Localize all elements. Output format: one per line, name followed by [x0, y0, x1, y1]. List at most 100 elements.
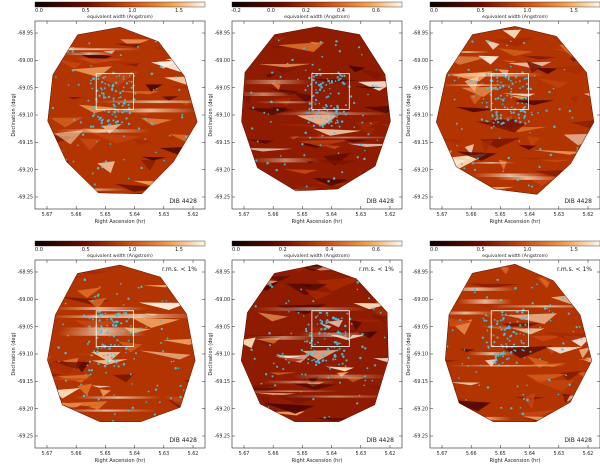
- colorbar: 0.0 0.2 0.4 0.6 equivalent width (Angstrom): [231, 240, 403, 259]
- y-tick-label: -69.25: [413, 195, 428, 201]
- colorbar-tick-label: 0.5: [82, 247, 90, 253]
- y-tick-label: -69.05: [18, 324, 33, 330]
- y-tick-label: -69.10: [215, 113, 230, 119]
- y-tick-label: -69.20: [215, 167, 230, 173]
- colorbar-tick-label: 1.5: [570, 247, 578, 253]
- dib-label: DIB 4428: [366, 437, 394, 444]
- colorbar-tick-label: 1.5: [570, 8, 578, 14]
- x-tick-label: 5.64: [524, 451, 535, 457]
- axes: 5.67 5.66 5.65 5.64 5.63 5.62 -68.95 -69.00 -69.…: [11, 260, 205, 464]
- x-tick-label: 5.63: [355, 451, 366, 457]
- colorbar-tick-label: 0.2: [302, 8, 310, 14]
- colorbar-title: equivalent width (Angstrom): [482, 14, 548, 20]
- extinction-map: [47, 265, 196, 422]
- x-tick-label: 5.63: [158, 212, 169, 218]
- x-tick-label: 5.64: [129, 212, 140, 218]
- y-tick-label: -69.00: [18, 297, 33, 303]
- colorbar: 0.0 0.5 1.0 1.5 equivalent width (Angstrom): [34, 1, 206, 20]
- x-tick-label: 5.65: [495, 451, 506, 457]
- x-tick-label: 5.65: [100, 451, 111, 457]
- y-tick-label: -69.15: [18, 140, 33, 146]
- colorbar-tick-label: 0.0: [35, 8, 43, 14]
- colorbar-tick-label: 1.0: [523, 8, 531, 14]
- extinction-map: [241, 264, 389, 422]
- rms-note: r.m.s. < 1%: [557, 266, 592, 273]
- colorbar: 0.0 0.5 1.0 1.5 equivalent width (Angstrom): [34, 240, 206, 259]
- y-tick-label: -69.00: [215, 58, 230, 64]
- axes: 5.67 5.66 5.65 5.64 5.63 5.62 -68.95 -69.00 -69.…: [406, 260, 600, 464]
- colorbar-gradient: [34, 240, 206, 247]
- y-tick-label: -68.95: [18, 31, 33, 37]
- y-tick-label: -69.20: [413, 167, 428, 173]
- x-tick-label: 5.67: [42, 212, 53, 218]
- panel-galactic-top: -0.2 0.0 0.2 0.4 0.6 equivalent width (Angstr…: [208, 1, 403, 225]
- y-axis-label: Declination (deg): [406, 93, 412, 136]
- x-tick-label: 5.64: [129, 451, 140, 457]
- dib-label: DIB 4428: [564, 198, 592, 205]
- y-axis-label: Declination (deg): [208, 93, 214, 136]
- colorbar: 0.0 0.5 1.0 1.5 equivalent width (Angstrom): [429, 1, 600, 20]
- rms-note: r.m.s. < 1%: [162, 266, 197, 273]
- colorbar: -0.2 0.0 0.2 0.4 0.6 equivalent width (Angstr…: [231, 1, 403, 20]
- colorbar-tick-label: 1.5: [175, 247, 183, 253]
- colorbar-tick-label: 0.6: [372, 8, 380, 14]
- panel-total-bottom: 0.0 0.5 1.0 1.5 equivalent width (Angstrom) 5…: [406, 240, 600, 464]
- y-tick-label: -69.25: [18, 434, 33, 440]
- star-markers: [446, 278, 583, 422]
- x-tick-label: 5.67: [42, 451, 53, 457]
- region-box: [311, 73, 350, 110]
- region-box: [490, 310, 530, 347]
- colorbar-title: equivalent width (Angstrom): [284, 253, 350, 259]
- dib-label: DIB 4428: [366, 198, 394, 205]
- x-tick-label: 5.63: [553, 451, 564, 457]
- y-tick-label: -68.95: [413, 31, 428, 37]
- y-tick-label: -69.10: [413, 352, 428, 358]
- panel-label: LMC: [43, 26, 57, 34]
- x-tick-label: 5.62: [385, 212, 396, 218]
- colorbar-tick-label: 0.2: [279, 247, 287, 253]
- y-tick-label: -69.20: [413, 406, 428, 412]
- x-axis-label: Right Ascension (hr): [292, 219, 343, 225]
- y-tick-label: -69.05: [215, 85, 230, 91]
- y-tick-label: -69.10: [413, 113, 428, 119]
- x-tick-label: 5.63: [355, 212, 366, 218]
- x-axis-label: Right Ascension (hr): [490, 219, 541, 225]
- colorbar-tick-label: 0.6: [372, 247, 380, 253]
- colorbar-tick-label: 0.0: [430, 247, 438, 253]
- y-tick-label: -68.95: [215, 270, 230, 276]
- star-markers: [250, 281, 386, 422]
- y-tick-label: -69.00: [215, 297, 230, 303]
- dib-label: DIB 4428: [169, 437, 197, 444]
- region-box: [95, 73, 134, 110]
- colorbar: 0.0 0.5 1.0 1.5 equivalent width (Angstrom): [429, 240, 600, 259]
- colorbar-tick-label: 0.0: [35, 247, 43, 253]
- y-tick-label: -69.25: [215, 434, 230, 440]
- colorbar-tick-label: 1.0: [523, 247, 531, 253]
- x-axis-label: Right Ascension (hr): [292, 458, 343, 464]
- x-tick-label: 5.66: [71, 451, 82, 457]
- colorbar-gradient: [429, 240, 600, 247]
- x-tick-label: 5.64: [524, 212, 535, 218]
- x-tick-label: 5.62: [188, 451, 199, 457]
- colorbar-tick-label: 0.0: [430, 8, 438, 14]
- colorbar-tick-label: 0.4: [325, 247, 333, 253]
- y-tick-label: -69.05: [413, 324, 428, 330]
- axes: 5.67 5.66 5.65 5.64 5.63 5.62 -68.95 -69.00 -69.…: [208, 21, 402, 225]
- star-markers: [51, 38, 188, 186]
- colorbar-tick-label: 1.0: [128, 8, 136, 14]
- colorbar-tick-label: 0.5: [477, 247, 485, 253]
- x-tick-label: 5.63: [553, 212, 564, 218]
- x-tick-label: 5.67: [239, 451, 250, 457]
- x-tick-label: 5.65: [297, 212, 308, 218]
- colorbar-title: equivalent width (Angstrom): [87, 14, 153, 20]
- panel-label: Galactic: [240, 26, 267, 34]
- colorbar-title: equivalent width (Angstrom): [482, 253, 548, 259]
- y-tick-label: -69.05: [215, 324, 230, 330]
- x-tick-label: 5.67: [437, 451, 448, 457]
- colorbar-title: equivalent width (Angstrom): [87, 253, 153, 259]
- x-tick-label: 5.65: [297, 451, 308, 457]
